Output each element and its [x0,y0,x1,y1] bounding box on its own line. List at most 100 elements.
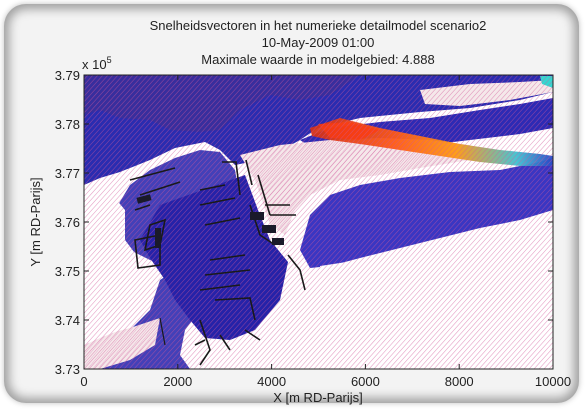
velocity-vector [84,75,214,220]
velocity-vector [193,75,459,369]
velocity-vector [248,75,514,369]
velocity-vector [243,75,509,369]
velocity-vector [108,75,374,369]
velocity-vector [84,75,349,369]
velocity-vector [238,75,504,369]
velocity-vector [298,85,553,369]
velocity-vector [84,75,299,314]
velocity-vector [84,75,339,359]
velocity-vector [84,75,134,131]
velocity-vector [328,119,553,369]
velocity-vector [373,169,553,369]
velocity-vector [84,75,274,286]
velocity-vector [84,75,294,309]
velocity-vector [293,80,553,369]
velocity-vector [84,75,194,197]
velocity-vector [208,75,474,369]
y-tick-label: 3.75 [55,264,80,279]
velocity-vector [343,135,553,369]
velocity-vector [178,75,444,369]
velocity-vector [228,75,494,369]
velocity-vector [128,75,394,369]
velocity-vector [418,219,553,369]
velocity-vector [448,252,553,369]
velocity-vector [84,75,184,186]
x-tick-label: 4000 [257,374,286,389]
velocity-vector [153,75,419,369]
velocity-vector [218,75,484,369]
velocity-vector [323,113,553,369]
chart-title-line-1: Snelheidsvectoren in het numerieke detai… [150,18,487,33]
velocity-vector [84,75,249,259]
velocity-vector [84,75,169,170]
velocity-vector [388,185,553,369]
y-axis-exponent-base: x 10 [82,57,107,72]
chart-title-line-3: Maximale waarde in modelgebied: 4.888 [201,52,434,67]
velocity-vector [288,75,553,369]
velocity-vector [84,75,144,142]
velocity-vector [473,280,553,369]
velocity-vector [84,75,109,103]
velocity-vector [88,75,354,369]
chart-title-line-2: 10-May-2009 01:00 [262,35,375,50]
velocity-vector [84,75,199,203]
velocity-vector [84,75,119,114]
velocity-vector [168,75,434,369]
velocity-vector [273,75,539,369]
velocity-vector [84,75,344,364]
velocity-vector [348,141,553,369]
velocity-vector [458,263,553,369]
velocity-vector [84,75,179,181]
velocity-vector [84,75,304,320]
velocity-vector [483,291,553,369]
velocity-vector [223,75,489,369]
velocity-vector [84,75,104,97]
velocity-vector [84,75,244,253]
velocity-vector [308,96,553,369]
y-axis-exponent-power: 5 [107,55,112,65]
velocity-vector [84,75,239,247]
velocity-vector [93,75,359,369]
velocity-vector [84,75,319,337]
y-tick-label: 3.78 [55,117,80,132]
y-tick-label: 3.73 [55,362,80,377]
velocity-vector [138,75,404,369]
velocity-vector [84,75,264,275]
velocity-vector [428,230,553,369]
x-tick-label: 2000 [163,374,192,389]
velocity-vector [233,75,499,369]
velocity-vector [368,163,553,369]
x-axis-label: X [m RD-Parijs] [273,390,363,405]
velocity-vector [118,75,384,369]
velocity-vector [84,75,139,136]
x-tick-label: 8000 [445,374,474,389]
y-axis-label: Y [m RD-Parijs] [28,177,43,266]
plot-area [84,75,553,369]
velocity-vector [163,75,429,369]
velocity-vector [493,302,553,369]
velocity-vector [84,75,324,342]
velocity-vector [84,75,149,147]
velocity-vector [363,158,553,369]
velocity-vector [84,75,174,175]
velocity-vector [443,247,553,369]
velocity-vector [338,130,553,369]
velocity-vector [84,75,284,298]
x-tick-label: 6000 [351,374,380,389]
velocity-vector [263,75,529,369]
velocity-vector [84,75,189,192]
velocity-vector [313,102,553,369]
velocity-vector [413,213,553,369]
velocity-vector [198,75,464,369]
velocity-vector [84,75,124,119]
velocity-vector [98,75,364,369]
velocity-vector [113,75,379,369]
x-tick-label: 0 [80,374,87,389]
velocity-vector [283,75,549,369]
velocity-vector [318,108,553,369]
velocity-vector [548,364,553,369]
velocity-vector [84,75,269,281]
y-tick-label: 3.79 [55,68,80,83]
velocity-vector [213,75,479,369]
